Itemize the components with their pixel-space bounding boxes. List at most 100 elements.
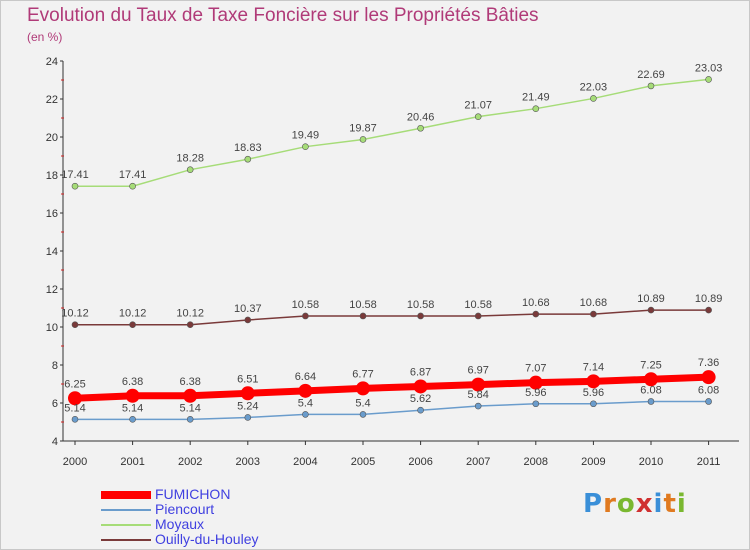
data-point xyxy=(474,113,482,120)
logo-letter: i xyxy=(653,489,664,519)
series-line-piencourt xyxy=(75,400,709,421)
data-point xyxy=(586,374,601,389)
data-point xyxy=(186,166,194,173)
data-label: 19.49 xyxy=(292,130,320,142)
data-point xyxy=(71,321,79,329)
series-line-fumichon xyxy=(74,373,709,402)
data-point xyxy=(244,155,252,163)
data-label: 10.58 xyxy=(407,299,435,311)
series-line-moyaux xyxy=(75,78,709,187)
data-label: 7.14 xyxy=(583,361,604,373)
data-point xyxy=(71,182,79,190)
data-label: 10.68 xyxy=(522,297,550,309)
data-point xyxy=(186,416,194,423)
legend-item: Moyaux xyxy=(101,516,301,532)
data-point xyxy=(532,105,540,112)
data-point xyxy=(298,383,313,398)
data-label: 6.08 xyxy=(698,384,719,396)
x-tick-label: 2002 xyxy=(178,456,202,468)
data-label: 6.77 xyxy=(352,368,373,380)
data-label: 5.14 xyxy=(64,402,85,414)
data-point xyxy=(647,82,655,90)
data-point xyxy=(705,398,712,405)
legend-label: Ouilly-du-Houley xyxy=(155,531,259,547)
y-tick-label: 6 xyxy=(52,398,58,410)
x-tick-label: 2008 xyxy=(524,456,548,468)
data-label: 5.96 xyxy=(583,387,604,399)
proxiti-logo: Proxiti xyxy=(583,489,687,519)
data-label: 18.28 xyxy=(176,153,204,165)
data-label: 5.24 xyxy=(237,400,258,412)
x-tick-label: 2011 xyxy=(697,456,721,468)
chart-subtitle: (en %) xyxy=(27,30,63,44)
chart-legend: FUMICHON Piencourt Moyaux Ouilly-du-Houley xyxy=(101,486,301,547)
data-label: 5.14 xyxy=(122,402,143,414)
data-point xyxy=(244,316,252,324)
data-point xyxy=(417,406,424,414)
y-tick-label: 18 xyxy=(46,170,58,182)
x-tick-label: 2010 xyxy=(639,456,663,468)
data-label: 6.25 xyxy=(64,378,85,390)
data-label: 10.58 xyxy=(292,299,320,311)
chart-title: Evolution du Taux de Taxe Foncière sur l… xyxy=(27,5,539,26)
data-point xyxy=(590,310,597,318)
data-label: 17.41 xyxy=(119,169,147,181)
data-label: 10.12 xyxy=(61,308,89,320)
legend-label: FUMICHON xyxy=(155,486,231,502)
logo-letter: P xyxy=(583,489,604,519)
y-tick-label: 20 xyxy=(46,132,58,144)
y-tick-label: 8 xyxy=(52,360,58,372)
data-label: 6.08 xyxy=(640,384,661,396)
y-tick-label: 10 xyxy=(46,322,58,334)
data-point xyxy=(413,379,428,394)
legend-swatch xyxy=(101,491,151,499)
data-label: 20.46 xyxy=(407,111,435,123)
data-label: 17.41 xyxy=(61,169,89,181)
data-label: 6.38 xyxy=(179,376,200,388)
data-point xyxy=(590,95,597,102)
legend-label: Moyaux xyxy=(155,516,205,532)
data-point xyxy=(186,321,194,329)
data-label: 23.03 xyxy=(695,62,723,74)
data-label: 10.89 xyxy=(695,293,723,305)
data-point xyxy=(647,398,655,405)
data-point xyxy=(68,391,82,406)
x-tick-label: 2007 xyxy=(466,456,490,468)
legend-swatch xyxy=(101,524,151,526)
data-point xyxy=(129,416,136,423)
x-tick-label: 2006 xyxy=(408,456,432,468)
data-label: 10.12 xyxy=(176,308,204,320)
x-tick-label: 2000 xyxy=(63,456,87,468)
data-point xyxy=(417,312,424,320)
data-point xyxy=(532,400,540,408)
data-point xyxy=(647,306,655,314)
logo-letter: t xyxy=(663,489,677,519)
data-point xyxy=(705,76,712,83)
data-label: 7.25 xyxy=(640,359,661,371)
data-label: 21.49 xyxy=(522,92,550,104)
x-tick-label: 2003 xyxy=(236,456,260,468)
x-tick-label: 2004 xyxy=(293,456,317,468)
data-point xyxy=(474,402,482,410)
data-point xyxy=(590,400,597,408)
data-point xyxy=(359,136,367,143)
data-label: 22.03 xyxy=(580,81,608,93)
data-point xyxy=(644,372,658,387)
legend-label: Piencourt xyxy=(155,501,215,517)
data-point xyxy=(528,375,543,390)
x-tick-label: 2005 xyxy=(351,456,375,468)
series-line-ouilly-du-houley xyxy=(75,309,709,326)
data-label: 6.87 xyxy=(410,366,431,378)
data-label: 5.62 xyxy=(410,393,431,405)
y-tick-label: 16 xyxy=(46,208,58,220)
data-label: 10.12 xyxy=(119,308,147,320)
data-point xyxy=(359,312,367,320)
logo-letter: i xyxy=(676,489,687,519)
data-point xyxy=(302,411,309,418)
data-label: 5.96 xyxy=(525,387,546,399)
legend-swatch xyxy=(101,509,151,511)
y-tick-label: 4 xyxy=(52,436,58,448)
data-point xyxy=(302,312,309,320)
data-point xyxy=(183,388,198,403)
